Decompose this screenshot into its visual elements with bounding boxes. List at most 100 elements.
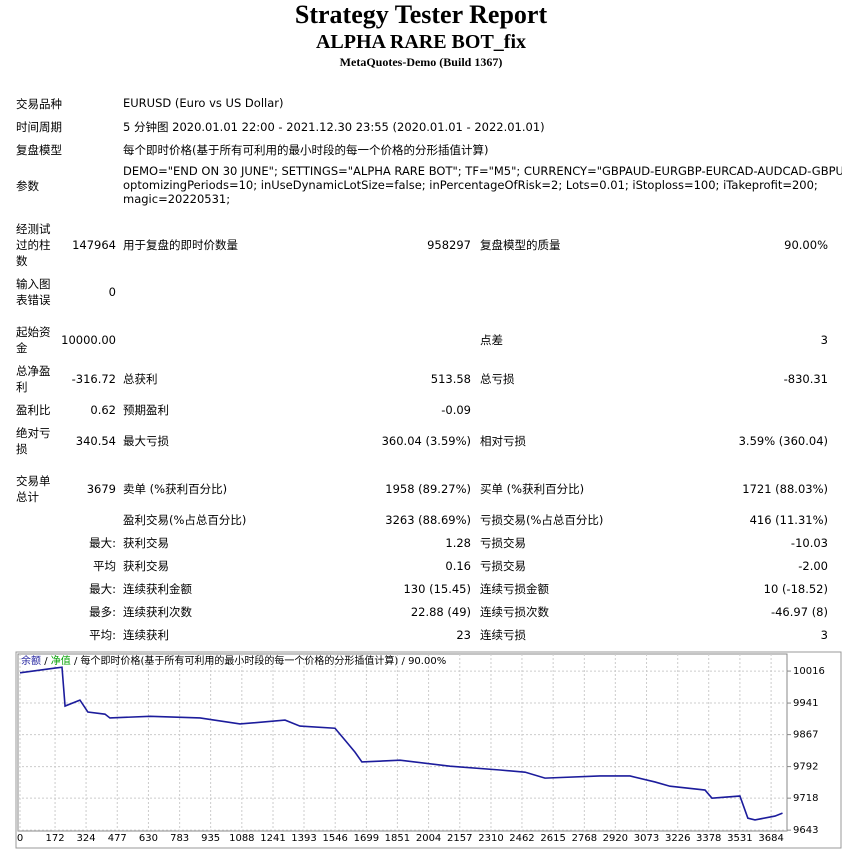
y-tick-label: 9941 xyxy=(793,698,818,709)
x-tick-label: 3073 xyxy=(634,833,659,844)
stat-label: 亏损交易 xyxy=(480,536,526,550)
stat-label: 起始资金 xyxy=(16,325,51,355)
stat-label: 亏损交易 xyxy=(480,559,526,573)
stat-label: 用于复盘的即时价数量 xyxy=(123,238,238,252)
x-tick-label: 2004 xyxy=(416,833,441,844)
legend-separator: / xyxy=(74,656,78,667)
legend: 余额 / 净值 / 每个即时价格(基于所有可利用的最小时段的每一个价格的分形插值… xyxy=(21,654,446,667)
x-tick-label: 630 xyxy=(139,833,158,844)
stat-value: 0 xyxy=(108,285,116,299)
stat-value: 130 (15.45) xyxy=(403,582,471,596)
legend-quality: 90.00% xyxy=(408,656,446,667)
stat-value: -2.00 xyxy=(798,559,828,573)
legend-model: 每个即时价格(基于所有可利用的最小时段的每一个价格的分形插值计算) xyxy=(81,654,399,667)
stat-label: 总净盈利 xyxy=(16,364,51,394)
stat-value: 147964 xyxy=(72,238,116,252)
stat-value: 23 xyxy=(456,628,471,642)
stat-label: 相对亏损 xyxy=(480,434,526,448)
y-tick-label: 9867 xyxy=(793,730,818,741)
stat-value: -316.72 xyxy=(71,372,116,386)
x-tick-label: 1393 xyxy=(291,833,316,844)
stat-label: 总亏损 xyxy=(480,372,515,386)
stat-value: 340.54 xyxy=(75,434,116,448)
info-label: 时间周期 xyxy=(16,120,62,134)
stat-label: 连续获利次数 xyxy=(123,605,192,619)
stat-value: -830.31 xyxy=(783,372,828,386)
stat-value: 958297 xyxy=(427,238,471,252)
stat-label: 连续亏损 xyxy=(480,628,526,642)
plot-area xyxy=(17,653,788,832)
stat-value: 平均: xyxy=(89,628,116,642)
stat-label: 总获利 xyxy=(123,372,158,386)
stat-value: 1.28 xyxy=(445,536,471,550)
stat-label: 最大亏损 xyxy=(123,434,169,448)
stat-label: 输入图表错误 xyxy=(16,277,51,307)
x-tick-label: 1546 xyxy=(322,833,347,844)
info-label: 复盘模型 xyxy=(16,143,62,157)
stat-label: 连续获利金额 xyxy=(123,582,192,596)
stat-value: -0.09 xyxy=(441,403,471,417)
legend-separator: / xyxy=(402,656,406,667)
legend-balance: 余额 xyxy=(21,654,41,667)
x-tick-label: 783 xyxy=(170,833,189,844)
stat-value: 3.59% (360.04) xyxy=(738,434,828,448)
legend-equity: 净值 xyxy=(51,654,71,667)
x-tick-label: 3226 xyxy=(665,833,690,844)
stat-value: 416 (11.31%) xyxy=(749,513,828,527)
subtitle: ALPHA RARE BOT_fix xyxy=(315,31,527,53)
stat-label: 获利交易 xyxy=(123,559,169,573)
y-tick-label: 10016 xyxy=(793,666,825,677)
stat-value: 最大: xyxy=(89,582,116,596)
legend-separator: / xyxy=(44,656,48,667)
stat-label: 盈利比 xyxy=(16,403,51,417)
stat-value: 0.62 xyxy=(90,403,116,417)
x-tick-label: 477 xyxy=(108,833,127,844)
stat-value: 1958 (89.27%) xyxy=(385,482,471,496)
info-value: optomizingPeriods=10; inUseDynamicLotSiz… xyxy=(123,178,818,192)
x-tick-label: 172 xyxy=(46,833,65,844)
stat-value: -46.97 (8) xyxy=(770,605,828,619)
stat-value: 3 xyxy=(820,628,828,642)
x-tick-label: 1699 xyxy=(354,833,379,844)
stat-label: 复盘模型的质量 xyxy=(480,238,561,252)
stat-value: 3 xyxy=(820,333,828,347)
x-tick-label: 2157 xyxy=(447,833,472,844)
info-value: 5 分钟图 2020.01.01 22:00 - 2021.12.30 23:5… xyxy=(123,120,545,134)
stat-value: 10000.00 xyxy=(61,333,116,347)
stat-label: 连续获利 xyxy=(123,628,169,642)
info-value: EURUSD (Euro vs US Dollar) xyxy=(123,96,284,110)
x-tick-label: 2310 xyxy=(478,833,503,844)
balance-line xyxy=(19,666,783,821)
x-tick-label: 1088 xyxy=(229,833,254,844)
x-tick-label: 2615 xyxy=(540,833,565,844)
server: MetaQuotes-Demo (Build 1367) xyxy=(339,55,503,69)
stat-value: 10 (-18.52) xyxy=(763,582,828,596)
stat-value: 513.58 xyxy=(430,372,471,386)
stat-value: 平均 xyxy=(93,559,116,573)
stat-label: 卖单 (%获利百分比) xyxy=(123,482,228,496)
x-tick-label: 0 xyxy=(17,833,23,844)
stat-value: -10.03 xyxy=(790,536,828,550)
stat-label: 经测试过的柱数 xyxy=(16,222,51,268)
x-tick-label: 3531 xyxy=(727,833,752,844)
info-value: magic=20220531; xyxy=(123,192,231,206)
stat-label: 连续亏损次数 xyxy=(480,605,549,619)
stat-label: 买单 (%获利百分比) xyxy=(480,482,585,496)
stat-value: 22.88 (49) xyxy=(410,605,471,619)
stat-value: 3679 xyxy=(86,482,116,496)
stat-value: 360.04 (3.59%) xyxy=(381,434,471,448)
stat-label: 获利交易 xyxy=(123,536,169,550)
stat-value: 0.16 xyxy=(445,559,471,573)
stat-value: 3263 (88.69%) xyxy=(385,513,471,527)
y-tick-label: 9718 xyxy=(793,793,818,804)
stat-value: 1721 (88.03%) xyxy=(742,482,828,496)
x-tick-label: 324 xyxy=(77,833,96,844)
stat-label: 亏损交易(%占总百分比) xyxy=(480,513,604,527)
stat-label: 点差 xyxy=(480,333,503,347)
x-tick-label: 1851 xyxy=(385,833,410,844)
y-tick-label: 9792 xyxy=(793,762,818,773)
x-tick-label: 3684 xyxy=(758,833,783,844)
info-value: 每个即时价格(基于所有可利用的最小时段的每一个价格的分形插值计算) xyxy=(123,143,489,157)
